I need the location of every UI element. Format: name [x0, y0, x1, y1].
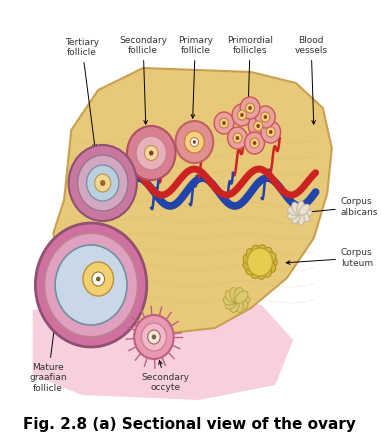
- Text: Blood
vessels: Blood vessels: [295, 36, 328, 124]
- Circle shape: [184, 131, 204, 153]
- Circle shape: [94, 174, 111, 192]
- Text: Fig. 2.8 (a) Sectional view of the ovary: Fig. 2.8 (a) Sectional view of the ovary: [24, 417, 356, 432]
- Circle shape: [240, 113, 244, 117]
- Circle shape: [152, 335, 156, 339]
- Circle shape: [248, 115, 268, 137]
- Circle shape: [78, 155, 128, 211]
- Circle shape: [232, 104, 252, 126]
- Ellipse shape: [235, 295, 250, 305]
- Ellipse shape: [247, 248, 263, 267]
- Ellipse shape: [235, 291, 248, 303]
- Text: Primary
follicle: Primary follicle: [178, 36, 213, 118]
- Ellipse shape: [299, 209, 312, 217]
- Circle shape: [237, 110, 247, 120]
- Circle shape: [269, 130, 272, 134]
- Ellipse shape: [246, 258, 263, 275]
- Ellipse shape: [258, 257, 276, 273]
- Circle shape: [255, 106, 275, 128]
- Ellipse shape: [225, 291, 238, 303]
- Circle shape: [236, 136, 239, 140]
- Ellipse shape: [235, 297, 248, 309]
- Ellipse shape: [299, 204, 310, 215]
- Circle shape: [134, 315, 174, 359]
- Ellipse shape: [299, 211, 310, 221]
- Circle shape: [222, 121, 226, 125]
- Circle shape: [261, 112, 270, 122]
- Text: Primordial
follicles: Primordial follicles: [227, 36, 273, 101]
- Circle shape: [92, 272, 104, 286]
- Circle shape: [127, 126, 176, 180]
- Circle shape: [246, 103, 255, 113]
- Circle shape: [193, 140, 196, 144]
- Text: Mature
graafian
follicle: Mature graafian follicle: [29, 312, 67, 393]
- Circle shape: [266, 127, 275, 137]
- Circle shape: [240, 97, 260, 119]
- Ellipse shape: [225, 297, 238, 309]
- Circle shape: [176, 121, 213, 163]
- Circle shape: [214, 112, 234, 134]
- Text: Secondary
occyte: Secondary occyte: [142, 361, 190, 392]
- Ellipse shape: [230, 297, 240, 312]
- Ellipse shape: [251, 257, 264, 278]
- Ellipse shape: [234, 288, 243, 303]
- Circle shape: [254, 121, 263, 131]
- Ellipse shape: [258, 255, 277, 268]
- Text: Secondary
follicle: Secondary follicle: [119, 36, 167, 124]
- Circle shape: [264, 115, 267, 119]
- Ellipse shape: [243, 253, 263, 267]
- Circle shape: [219, 118, 229, 128]
- Circle shape: [100, 180, 106, 186]
- Circle shape: [253, 141, 256, 145]
- Circle shape: [148, 330, 160, 344]
- Ellipse shape: [255, 257, 267, 279]
- Circle shape: [136, 136, 166, 170]
- Ellipse shape: [288, 210, 299, 219]
- Circle shape: [227, 127, 247, 149]
- Circle shape: [96, 277, 101, 282]
- Circle shape: [86, 165, 119, 201]
- Ellipse shape: [288, 207, 299, 216]
- Circle shape: [261, 121, 280, 143]
- Ellipse shape: [223, 295, 238, 305]
- Ellipse shape: [258, 252, 276, 267]
- Ellipse shape: [243, 256, 263, 270]
- Polygon shape: [53, 68, 332, 333]
- Ellipse shape: [251, 245, 264, 267]
- Circle shape: [245, 132, 264, 154]
- Circle shape: [144, 145, 158, 160]
- Ellipse shape: [230, 288, 240, 303]
- Circle shape: [35, 223, 147, 347]
- Circle shape: [141, 323, 166, 351]
- Ellipse shape: [292, 211, 301, 224]
- Circle shape: [247, 248, 272, 276]
- Circle shape: [250, 138, 259, 148]
- Ellipse shape: [292, 202, 301, 215]
- Text: Tertiary
follicle: Tertiary follicle: [65, 38, 99, 148]
- Text: Corpus
albicans: Corpus albicans: [301, 197, 378, 217]
- Text: Corpus
luteum: Corpus luteum: [286, 248, 373, 268]
- Ellipse shape: [297, 211, 304, 225]
- Circle shape: [149, 150, 154, 156]
- Ellipse shape: [255, 245, 267, 267]
- Circle shape: [190, 137, 199, 146]
- Ellipse shape: [257, 258, 272, 277]
- Circle shape: [83, 262, 114, 296]
- Ellipse shape: [234, 297, 243, 312]
- Circle shape: [69, 145, 137, 221]
- Circle shape: [256, 124, 260, 128]
- Circle shape: [248, 106, 252, 110]
- Polygon shape: [33, 288, 293, 400]
- Ellipse shape: [297, 201, 304, 215]
- Circle shape: [44, 233, 138, 337]
- Circle shape: [233, 133, 242, 143]
- Ellipse shape: [257, 248, 272, 267]
- Circle shape: [55, 245, 127, 325]
